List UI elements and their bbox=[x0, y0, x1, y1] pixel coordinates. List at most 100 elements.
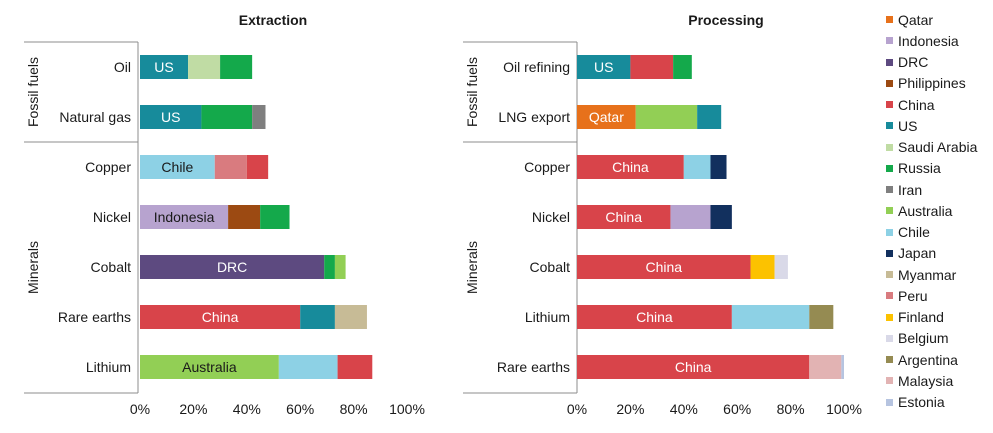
extraction-bar-segment bbox=[140, 355, 279, 379]
processing-bar-segment bbox=[731, 305, 810, 329]
extraction-category-label: Rare earths bbox=[58, 309, 131, 325]
legend-item: Belgium bbox=[886, 328, 992, 349]
extraction-x-tick-label: 80% bbox=[340, 401, 368, 417]
legend-swatch bbox=[886, 37, 893, 45]
legend-swatch bbox=[886, 101, 893, 109]
legend-item: US bbox=[886, 115, 992, 136]
extraction-bar-segment bbox=[278, 355, 338, 379]
legend-item: Peru bbox=[886, 285, 992, 306]
extraction-bar-segment bbox=[188, 55, 221, 79]
processing-bar-segment bbox=[683, 155, 711, 179]
processing-category-label: LNG export bbox=[498, 109, 570, 125]
legend-swatch bbox=[886, 271, 893, 279]
legend-item: Philippines bbox=[886, 73, 992, 94]
processing-bar-segment bbox=[630, 55, 674, 79]
legend-item: Japan bbox=[886, 243, 992, 264]
processing-bar-segment bbox=[710, 205, 732, 229]
legend-swatch bbox=[886, 249, 893, 257]
extraction-bar-segment bbox=[324, 255, 335, 279]
processing-category-label: Cobalt bbox=[530, 259, 571, 275]
legend-swatch bbox=[886, 356, 893, 364]
extraction-bar-segment bbox=[140, 255, 325, 279]
extraction-category-label: Copper bbox=[85, 159, 131, 175]
processing-category-label: Oil refining bbox=[503, 59, 570, 75]
processing-bar-label: US bbox=[594, 59, 613, 75]
legend-label: Finland bbox=[898, 309, 944, 326]
legend-swatch bbox=[886, 292, 893, 300]
legend-item: Chile bbox=[886, 222, 992, 243]
extraction-bar-segment bbox=[140, 55, 189, 79]
legend-label: Belgium bbox=[898, 330, 949, 347]
processing-bar-segment bbox=[710, 155, 727, 179]
legend-label: Australia bbox=[898, 202, 953, 219]
legend-label: Saudi Arabia bbox=[898, 139, 978, 156]
extraction-x-tick-label: 20% bbox=[179, 401, 207, 417]
processing-bar-segment bbox=[577, 55, 631, 79]
extraction-title: Extraction bbox=[239, 12, 307, 28]
extraction-x-tick-label: 40% bbox=[233, 401, 261, 417]
legend-label: Estonia bbox=[898, 394, 945, 411]
extraction-bar-label: US bbox=[154, 59, 173, 75]
extraction-bar-segment bbox=[140, 155, 215, 179]
legend-swatch bbox=[886, 143, 893, 151]
processing-bar-segment bbox=[809, 305, 834, 329]
processing-bar-segment bbox=[774, 255, 788, 279]
processing-x-tick-label: 60% bbox=[723, 401, 751, 417]
extraction-bar-segment bbox=[140, 305, 301, 329]
processing-group-label: Fossil fuels bbox=[464, 57, 480, 127]
processing-bar-segment bbox=[809, 355, 842, 379]
legend-item: Myanmar bbox=[886, 264, 992, 285]
extraction-x-tick-label: 0% bbox=[130, 401, 150, 417]
processing-category-label: Nickel bbox=[532, 209, 570, 225]
legend-item: Qatar bbox=[886, 9, 992, 30]
chart-svg: Extraction Fossil fuels Minerals Oil Natural… bbox=[24, 12, 862, 417]
legend-item: Indonesia bbox=[886, 30, 992, 51]
extraction-bar-segment bbox=[228, 205, 261, 229]
extraction-bar-label: Chile bbox=[161, 159, 193, 175]
legend-swatch bbox=[886, 207, 893, 215]
extraction-bar-segment bbox=[334, 305, 367, 329]
legend-swatch bbox=[886, 16, 893, 24]
extraction-category-label: Cobalt bbox=[91, 259, 132, 275]
processing-category-label: Lithium bbox=[525, 309, 570, 325]
extraction-bar-label: DRC bbox=[217, 259, 247, 275]
legend-swatch bbox=[886, 334, 893, 342]
legend-item: DRC bbox=[886, 52, 992, 73]
legend-label: Indonesia bbox=[898, 32, 959, 49]
legend-swatch bbox=[886, 58, 893, 66]
extraction-category-label: Nickel bbox=[93, 209, 131, 225]
extraction-group-label: Fossil fuels bbox=[25, 57, 41, 127]
processing-bar-label: Qatar bbox=[589, 109, 624, 125]
extraction-x-tick-label: 100% bbox=[389, 401, 425, 417]
extraction-bar-segment bbox=[260, 205, 290, 229]
legend-swatch bbox=[886, 164, 893, 172]
legend-label: Japan bbox=[898, 245, 937, 262]
legend-swatch bbox=[886, 122, 893, 130]
processing-bar-segment bbox=[673, 55, 692, 79]
legend-item: Malaysia bbox=[886, 370, 992, 391]
processing-bar-segment bbox=[577, 155, 684, 179]
extraction-bar-segment bbox=[201, 105, 253, 129]
legend-label: Argentina bbox=[898, 351, 958, 368]
legend-swatch bbox=[886, 377, 893, 385]
extraction-x-tick-label: 60% bbox=[286, 401, 314, 417]
extraction-bar-label: Indonesia bbox=[154, 209, 215, 225]
processing-bar-segment bbox=[635, 105, 698, 129]
legend-item: Saudi Arabia bbox=[886, 137, 992, 158]
legend-label: Myanmar bbox=[898, 266, 957, 283]
processing-title: Processing bbox=[688, 12, 763, 28]
legend-label: DRC bbox=[898, 54, 929, 71]
processing-bar-segment bbox=[750, 255, 775, 279]
processing-category-label: Rare earths bbox=[497, 359, 570, 375]
processing-x-tick-label: 100% bbox=[826, 401, 862, 417]
extraction-bar-segment bbox=[246, 155, 269, 179]
processing-bar-segment bbox=[577, 255, 751, 279]
processing-group-label: Minerals bbox=[464, 241, 480, 294]
legend-label: Philippines bbox=[898, 75, 966, 92]
legend-swatch bbox=[886, 313, 893, 321]
processing-bar-label: China bbox=[605, 209, 642, 225]
processing-bar-label: China bbox=[636, 309, 673, 325]
legend-swatch bbox=[886, 398, 893, 406]
extraction-bar-segment bbox=[334, 255, 346, 279]
legend-item: China bbox=[886, 94, 992, 115]
